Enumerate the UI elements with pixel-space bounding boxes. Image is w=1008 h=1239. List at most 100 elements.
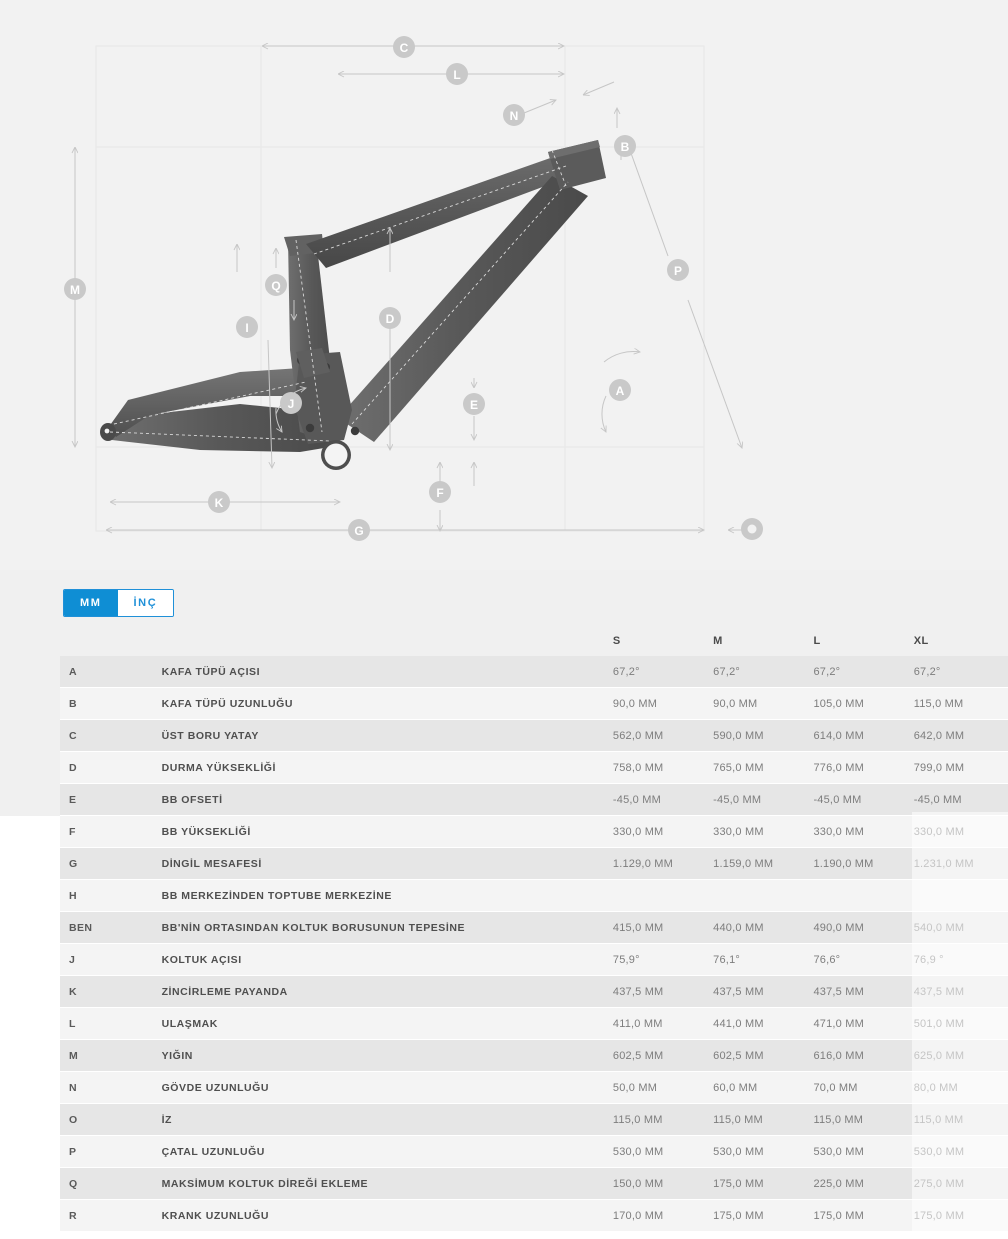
row-value-xl: 437,5 MM: [907, 975, 1008, 1008]
row-value-m: 115,0 MM: [707, 1103, 808, 1136]
row-value-s: 562,0 MM: [606, 719, 708, 752]
svg-text:K: K: [215, 496, 224, 510]
row-value-xl: 799,0 MM: [907, 751, 1008, 784]
row-measure-name: KAFA TÜPÜ UZUNLUĞU: [106, 687, 607, 720]
row-value-xl: 67,2°: [907, 656, 1008, 688]
header-size-s: S: [612, 635, 621, 647]
header-size-xl: XL: [913, 635, 929, 647]
row-value-m: 60,0 MM: [707, 1071, 808, 1104]
row-measure-name: MAKSİMUM KOLTUK DİREĞİ EKLEME: [106, 1167, 607, 1200]
row-measure-name: YIĞIN: [106, 1039, 607, 1072]
row-letter: BEN: [60, 911, 107, 944]
svg-text:A: A: [616, 384, 625, 398]
row-value-l: 175,0 MM: [807, 1199, 908, 1232]
row-letter: G: [60, 847, 107, 880]
header-letter: [60, 626, 107, 656]
unit-tab-inch[interactable]: İNÇ: [117, 590, 174, 616]
row-value-xl: 115,0 MM: [907, 1103, 1008, 1136]
unit-toggle[interactable]: MM İNÇ: [63, 589, 175, 617]
row-letter: N: [60, 1071, 107, 1104]
svg-text:F: F: [436, 486, 443, 500]
marker-K: K: [208, 491, 230, 513]
row-value-s: 530,0 MM: [606, 1135, 708, 1168]
row-letter: H: [60, 879, 107, 912]
row-value-xl: [907, 879, 1008, 912]
row-measure-name: BB MERKEZİNDEN TOPTUBE MERKEZİNE: [106, 879, 607, 912]
row-letter: K: [60, 975, 107, 1008]
row-value-s: 67,2°: [606, 656, 708, 688]
row-value-m: -45,0 MM: [707, 783, 808, 816]
row-value-l: 437,5 MM: [807, 975, 908, 1008]
geometry-table: S M L XL A KAFA TÜPÜ AÇISI 67,2° 67,2° 67,2°…: [60, 626, 1008, 1232]
row-value-m: 765,0 MM: [707, 751, 808, 784]
row-value-l: 105,0 MM: [807, 687, 908, 720]
marker-L: L: [446, 63, 468, 85]
row-letter: J: [60, 943, 107, 976]
row-value-xl: 530,0 MM: [907, 1135, 1008, 1168]
svg-text:I: I: [245, 321, 248, 335]
row-value-m: 67,2°: [707, 656, 808, 688]
row-value-s: 411,0 MM: [606, 1007, 708, 1040]
row-value-s: 437,5 MM: [606, 975, 708, 1008]
row-value-m: 440,0 MM: [707, 911, 808, 944]
table-row: P ÇATAL UZUNLUĞU 530,0 MM 530,0 MM 530,0 MM 5…: [60, 1135, 1008, 1168]
marker-F: F: [429, 481, 451, 503]
row-measure-name: ÇATAL UZUNLUĞU: [106, 1135, 607, 1168]
marker-C: C: [393, 36, 415, 58]
row-letter: F: [60, 815, 107, 848]
row-value-m: 175,0 MM: [707, 1199, 808, 1232]
row-value-xl: 625,0 MM: [907, 1039, 1008, 1072]
row-value-m: 590,0 MM: [707, 719, 808, 752]
row-measure-name: BB'NİN ORTASINDAN KOLTUK BORUSUNUN TEPES…: [106, 911, 607, 944]
svg-text:B: B: [621, 140, 630, 154]
svg-text:D: D: [386, 312, 395, 326]
marker-J: J: [280, 392, 302, 414]
table-row: L ULAŞMAK 411,0 MM 441,0 MM 471,0 MM 501,0 MM: [60, 1007, 1008, 1040]
svg-text:Q: Q: [271, 279, 280, 293]
row-value-xl: 80,0 MM: [907, 1071, 1008, 1104]
row-measure-name: KAFA TÜPÜ AÇISI: [106, 656, 607, 688]
row-value-s: 150,0 MM: [606, 1167, 708, 1200]
marker-I: I: [236, 316, 258, 338]
header-measure: [107, 626, 607, 656]
row-value-m: 175,0 MM: [707, 1167, 808, 1200]
row-value-l: 530,0 MM: [807, 1135, 908, 1168]
svg-text:P: P: [674, 264, 682, 278]
row-value-m: 1.159,0 MM: [707, 847, 808, 880]
row-measure-name: DURMA YÜKSEKLİĞİ: [106, 751, 607, 784]
row-measure-name: GÖVDE UZUNLUĞU: [106, 1071, 607, 1104]
row-letter: L: [60, 1007, 107, 1040]
row-value-xl: 76,9 °: [907, 943, 1008, 976]
row-value-xl: 642,0 MM: [907, 719, 1008, 752]
row-letter: M: [60, 1039, 107, 1072]
row-value-m: [707, 879, 808, 912]
marker-N: N: [503, 104, 525, 126]
row-value-xl: 1.231,0 MM: [907, 847, 1008, 880]
marker-B: B: [614, 135, 636, 157]
header-size-m: M: [713, 635, 723, 647]
row-measure-name: KOLTUK AÇISI: [106, 943, 607, 976]
table-row: D DURMA YÜKSEKLİĞİ 758,0 MM 765,0 MM 776,0 M…: [60, 751, 1008, 784]
row-value-l: 1.190,0 MM: [807, 847, 908, 880]
table-row: K ZİNCİRLEME PAYANDA 437,5 MM 437,5 MM 437,5…: [60, 975, 1008, 1008]
row-value-l: 490,0 MM: [807, 911, 908, 944]
svg-text:M: M: [70, 283, 80, 297]
row-measure-name: ÜST BORU YATAY: [106, 719, 607, 752]
marker-A: A: [609, 379, 631, 401]
row-value-m: 441,0 MM: [707, 1007, 808, 1040]
table-row: N GÖVDE UZUNLUĞU 50,0 MM 60,0 MM 70,0 MM 80,0…: [60, 1071, 1008, 1104]
table-header: S M L XL: [60, 626, 1008, 656]
row-value-l: [807, 879, 908, 912]
svg-text:C: C: [400, 41, 409, 55]
unit-tab-mm[interactable]: MM: [64, 590, 118, 616]
diagram-markers: C L N B M Q I D: [64, 36, 763, 541]
row-value-xl: 501,0 MM: [907, 1007, 1008, 1040]
row-measure-name: ULAŞMAK: [106, 1007, 607, 1040]
row-value-s: 90,0 MM: [606, 687, 708, 720]
row-letter: A: [60, 656, 107, 688]
row-value-s: 758,0 MM: [606, 751, 708, 784]
row-measure-name: BB YÜKSEKLİĞİ: [106, 815, 607, 848]
row-value-l: 225,0 MM: [807, 1167, 908, 1200]
row-value-s: 415,0 MM: [606, 911, 708, 944]
row-letter: O: [60, 1103, 107, 1136]
